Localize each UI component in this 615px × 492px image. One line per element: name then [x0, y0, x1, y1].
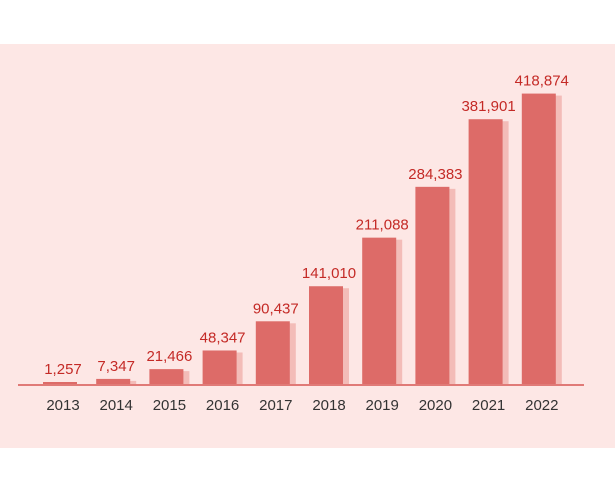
bar-2017 — [255, 321, 290, 384]
value-label-2019: 211,088 — [356, 217, 409, 234]
bars-layer — [43, 93, 562, 385]
x-tick-labels: 2013 2014 2015 2016 2017 2018 2019 2020 2021 2022 — [46, 397, 558, 414]
bar-2019 — [362, 237, 397, 384]
x-tick-label-2014: 2014 — [100, 397, 133, 414]
x-tick-label-2020: 2020 — [419, 397, 452, 414]
bar-2013 — [43, 382, 77, 384]
value-label-2018: 141,010 — [302, 265, 356, 282]
value-label-2014: 7,347 — [97, 358, 135, 375]
value-label-2013: 1,257 — [44, 361, 82, 378]
bar-2014 — [96, 378, 131, 384]
labels-layer: 1,257 7,347 21,466 48,347 90,437 141,010 211,0… — [44, 73, 569, 378]
x-tick-label-2017: 2017 — [259, 397, 292, 414]
bar-2018 — [309, 286, 343, 384]
bar-2021 — [468, 119, 503, 385]
x-tick-label-2021: 2021 — [472, 397, 505, 414]
bar-2016 — [202, 350, 237, 384]
bar-2022 — [521, 93, 556, 384]
x-tick-label-2016: 2016 — [206, 397, 239, 414]
chart-panel: 1,257 7,347 21,466 48,347 90,437 141,010 211,0… — [0, 44, 615, 448]
bar-2020 — [415, 186, 450, 384]
bar-chart: 1,257 7,347 21,466 48,347 90,437 141,010 211,0… — [0, 44, 615, 448]
value-label-2017: 90,437 — [253, 300, 299, 317]
x-tick-label-2013: 2013 — [46, 397, 79, 414]
bar-2015 — [149, 369, 184, 384]
x-tick-label-2015: 2015 — [153, 397, 186, 414]
value-label-2021: 381,901 — [461, 98, 515, 115]
value-label-2016: 48,347 — [200, 329, 246, 346]
value-label-2022: 418,874 — [515, 73, 569, 90]
x-tick-label-2022: 2022 — [525, 397, 558, 414]
value-label-2015: 21,466 — [146, 348, 192, 365]
x-tick-label-2019: 2019 — [366, 397, 399, 414]
value-label-2020: 284,383 — [408, 166, 462, 183]
x-tick-label-2018: 2018 — [312, 397, 345, 414]
